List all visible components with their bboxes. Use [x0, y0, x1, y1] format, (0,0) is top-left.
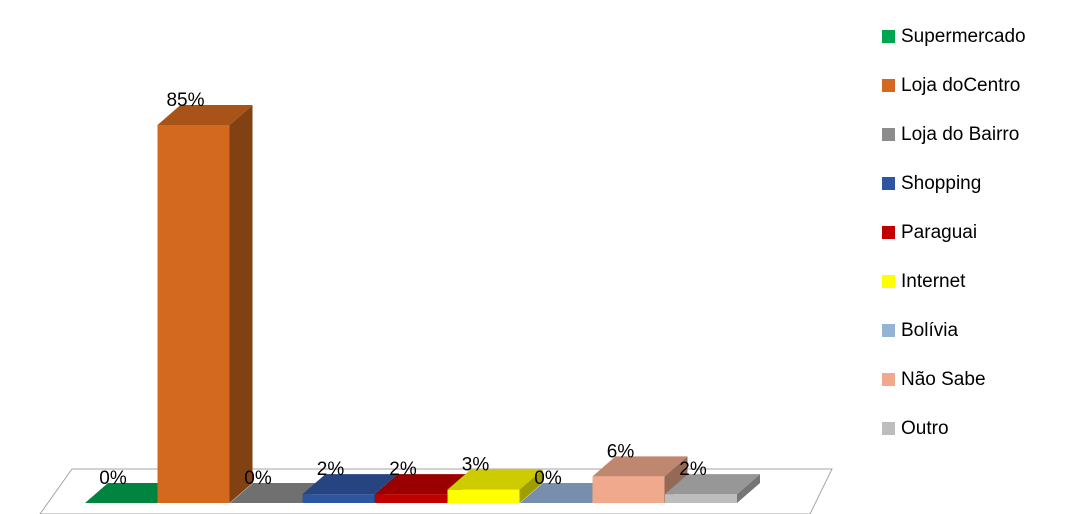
legend-item-loja-docentro: Loja doCentro [882, 61, 1026, 110]
legend-item-internet: Internet [882, 257, 1026, 306]
legend-label: Não Sabe [901, 368, 986, 390]
legend-label: Loja doCentro [901, 74, 1021, 96]
legend-item-shopping: Shopping [882, 159, 1026, 208]
legend: Supermercado Loja doCentro Loja do Bairr… [882, 12, 1026, 453]
legend-swatch [882, 422, 895, 435]
bar-chart: 0% 85% 0% 2% 2% 3% 0% 6% 2% [39, 90, 833, 514]
bar-front-face [157, 125, 230, 503]
bar-internet [447, 469, 543, 503]
bar-top-face [447, 469, 543, 490]
legend-label: Bolívia [901, 319, 959, 341]
legend-item-loja-do-bairro: Loja do Bairro [882, 110, 1026, 159]
bar-front-face [665, 494, 737, 503]
bar-outro [665, 474, 760, 503]
legend-item-supermercado: Supermercado [882, 12, 1026, 61]
bar-side-face [519, 469, 543, 503]
data-label: 6% [607, 441, 635, 462]
legend-swatch [882, 275, 895, 288]
legend-swatch [882, 226, 895, 239]
bar-front-face [447, 489, 520, 503]
legend-label: Loja do Bairro [901, 123, 1020, 145]
bar-front-face [302, 494, 375, 503]
bar-top-face [520, 483, 615, 503]
data-label: 0% [99, 468, 127, 489]
data-label: 85% [166, 90, 204, 111]
data-label: 2% [389, 459, 417, 480]
data-label: 2% [679, 459, 707, 480]
data-label: 2% [317, 459, 345, 480]
legend-swatch [882, 128, 895, 141]
legend-swatch [882, 373, 895, 386]
legend-label: Supermercado [901, 25, 1026, 47]
legend-label: Internet [901, 270, 966, 292]
bar-top-face [665, 474, 760, 495]
bar-bolivia [520, 483, 615, 503]
data-label: 3% [462, 455, 490, 476]
legend-item-outro: Outro [882, 404, 1026, 453]
legend-label: Paraguai [901, 221, 978, 243]
legend-label: Shopping [901, 172, 982, 194]
bar-side-face [229, 105, 253, 503]
bar-loja-do-bairro [230, 483, 325, 503]
legend-item-nao-sabe: Não Sabe [882, 355, 1026, 404]
bar-side-face [737, 474, 760, 503]
bar-loja-docentro [157, 105, 253, 503]
legend-swatch [882, 79, 895, 92]
bar-top-face [157, 105, 253, 125]
bar-front-face [375, 494, 447, 503]
data-label: 0% [244, 468, 272, 489]
data-label: 0% [534, 468, 562, 489]
bar-supermercado [85, 483, 180, 503]
bar-top-face [375, 474, 470, 495]
bar-top-face [230, 483, 325, 503]
legend-swatch [882, 177, 895, 190]
legend-swatch [882, 324, 895, 337]
legend-item-bolivia: Bolívia [882, 306, 1026, 355]
legend-swatch [882, 30, 895, 43]
legend-item-paraguai: Paraguai [882, 208, 1026, 257]
bar-top-face [85, 483, 180, 503]
bar-front-face [592, 476, 665, 503]
bar-top-face [592, 456, 688, 477]
legend-label: Outro [901, 417, 949, 439]
bar-top-face [302, 474, 398, 495]
